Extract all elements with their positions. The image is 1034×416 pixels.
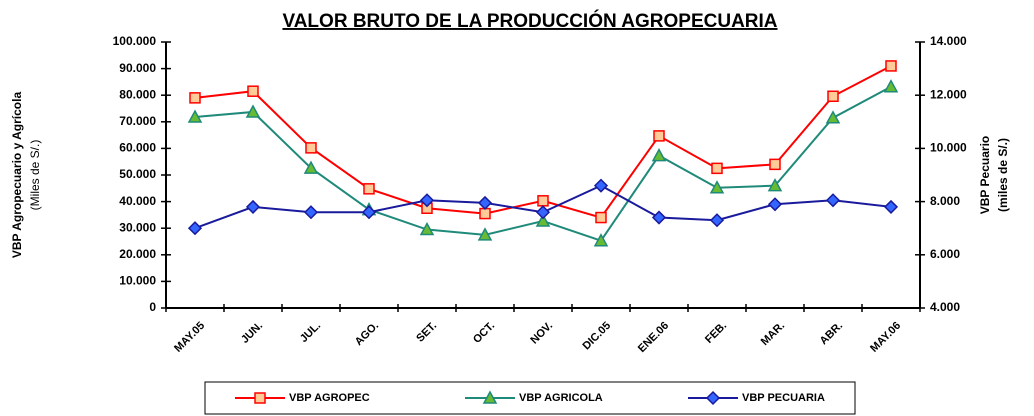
data-point xyxy=(883,79,899,93)
data-point xyxy=(651,210,667,225)
y2-tick-label: 4.000 xyxy=(930,300,960,314)
x-tick-label: OCT. xyxy=(471,320,497,346)
chart-title: VALOR BRUTO DE LA PRODUCCIÓN AGROPECUARI… xyxy=(282,10,777,32)
y-tick-label: 80.000 xyxy=(119,87,156,101)
x-tick-label: ABR. xyxy=(818,320,845,347)
y-tick-label: 10.000 xyxy=(119,274,156,288)
y2-tick-label: 10.000 xyxy=(930,141,967,155)
y2-tick-label: 8.000 xyxy=(930,194,960,208)
legend-marker xyxy=(705,390,721,406)
y-tick-label: 20.000 xyxy=(119,247,156,261)
data-point xyxy=(535,213,551,227)
x-tick-label: FEB. xyxy=(703,320,729,346)
data-point xyxy=(825,193,841,208)
x-tick-label: AGO. xyxy=(353,320,381,348)
data-point xyxy=(303,160,319,174)
data-point xyxy=(825,110,841,124)
data-point xyxy=(709,180,725,194)
data-point xyxy=(769,158,781,171)
x-tick-label: NOV. xyxy=(528,320,555,347)
data-point xyxy=(595,211,607,224)
data-point xyxy=(419,193,435,208)
data-point xyxy=(187,109,203,123)
data-point xyxy=(245,199,261,214)
legend-marker xyxy=(482,390,498,404)
data-point xyxy=(651,148,667,162)
data-point xyxy=(711,162,723,175)
x-tick-label: JUN. xyxy=(239,320,265,346)
legend-marker xyxy=(254,392,266,404)
y-tick-label: 90.000 xyxy=(119,61,156,75)
y2-tick-label: 14.000 xyxy=(930,34,967,48)
data-point xyxy=(827,90,839,103)
data-point xyxy=(535,205,551,220)
y-axis-subtitle: (Miles de S/.) xyxy=(28,140,42,211)
legend-label: VBP PECUARIA xyxy=(742,392,825,404)
data-point xyxy=(419,221,435,236)
data-point xyxy=(247,85,259,97)
data-point xyxy=(479,207,491,220)
data-point xyxy=(767,197,783,212)
x-tick-label: MAR. xyxy=(759,320,787,348)
data-point xyxy=(593,233,609,247)
data-point xyxy=(883,199,899,214)
x-tick-label: SET. xyxy=(414,320,439,345)
y-tick-label: 60.000 xyxy=(119,141,156,155)
y2-axis-title: VBP Pecuario xyxy=(978,136,992,214)
y-axis-title: VBP Agropecuario y Agrícola xyxy=(10,92,24,259)
y-tick-label: 50.000 xyxy=(119,167,156,181)
data-point xyxy=(477,195,493,210)
x-tick-label: MAY.05 xyxy=(172,320,207,355)
y-tick-label: 70.000 xyxy=(119,114,156,128)
data-point xyxy=(709,213,725,228)
data-point xyxy=(537,195,549,207)
legend-label: VBP AGROPEC xyxy=(289,392,370,404)
legend-box xyxy=(204,381,856,415)
y2-tick-label: 12.000 xyxy=(930,87,967,101)
data-point xyxy=(189,92,201,104)
data-point xyxy=(245,104,261,118)
data-point xyxy=(363,183,375,195)
x-tick-label: MAY.06 xyxy=(868,320,903,355)
x-tick-label: DIC.05 xyxy=(580,320,613,353)
data-point xyxy=(361,205,377,220)
data-point xyxy=(885,60,897,72)
data-point xyxy=(305,142,317,154)
x-tick-label: JUL. xyxy=(298,320,323,345)
data-point xyxy=(593,178,609,193)
y2-tick-label: 6.000 xyxy=(930,247,960,261)
x-tick-label: ENE.06 xyxy=(636,320,671,355)
data-point xyxy=(653,130,665,142)
data-point xyxy=(767,178,783,192)
series-line xyxy=(194,65,892,219)
y-tick-label: 40.000 xyxy=(119,194,156,208)
data-point xyxy=(477,227,493,241)
y2-axis-subtitle: (miles de S/.) xyxy=(996,138,1010,212)
y-tick-label: 100.000 xyxy=(113,34,157,48)
y-tick-label: 30.000 xyxy=(119,220,156,234)
legend-label: VBP AGRICOLA xyxy=(519,392,603,404)
y-tick-label: 0 xyxy=(149,300,156,314)
data-point xyxy=(187,221,203,236)
data-point xyxy=(303,205,319,220)
